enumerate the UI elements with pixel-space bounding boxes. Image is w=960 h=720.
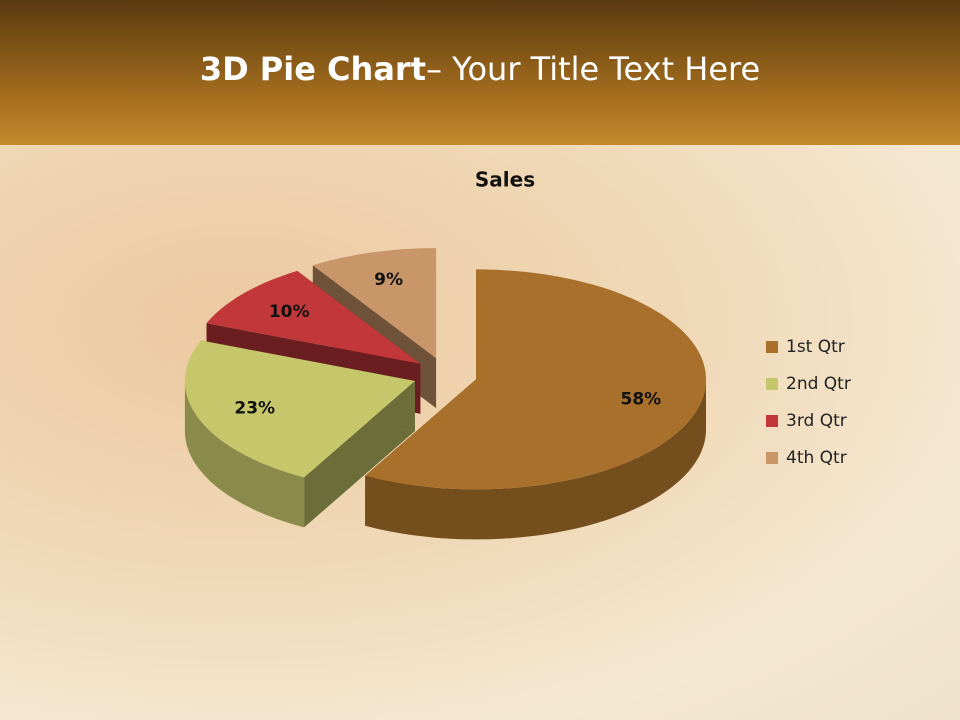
data-label: 9% <box>374 270 403 290</box>
slide-title: 3D Pie Chart– Your Title Text Here <box>0 50 960 88</box>
data-label: 58% <box>620 390 661 410</box>
legend-swatch <box>766 341 778 353</box>
data-label: 23% <box>234 399 275 419</box>
slice <box>206 270 421 364</box>
slice <box>312 248 437 359</box>
slice <box>365 269 706 490</box>
legend-swatch <box>766 378 778 390</box>
header <box>0 0 960 145</box>
legend-label: 1st Qtr <box>786 337 845 357</box>
slice-shade <box>184 381 305 528</box>
legend-label: 3rd Qtr <box>786 411 847 431</box>
title-bold: 3D Pie Chart <box>199 50 426 88</box>
title-rest: – Your Title Text Here <box>425 50 761 88</box>
slice-shade <box>365 379 706 540</box>
legend-label: 4th Qtr <box>786 448 847 468</box>
chart-title: Sales <box>475 168 535 192</box>
slice <box>184 340 415 478</box>
data-label: 10% <box>269 302 310 322</box>
legend-label: 2nd Qtr <box>786 374 851 394</box>
legend-swatch <box>766 452 778 464</box>
slice-wall <box>365 379 706 540</box>
legend-swatch <box>766 415 778 427</box>
slice-wall <box>184 381 305 528</box>
